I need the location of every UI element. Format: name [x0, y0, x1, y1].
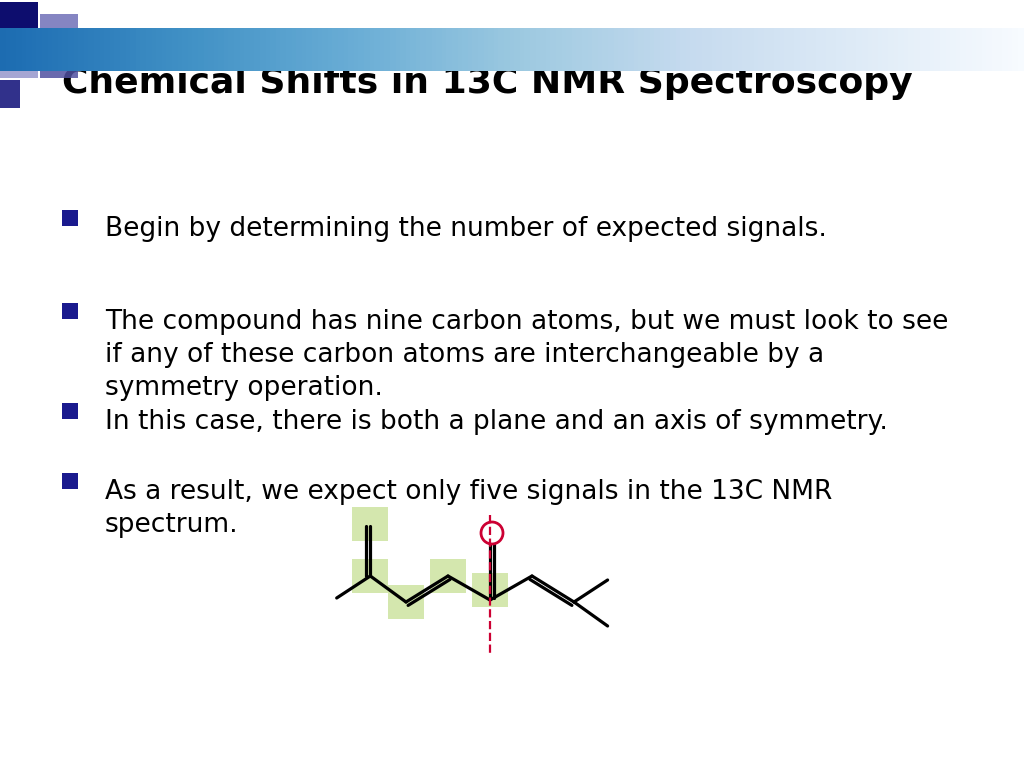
FancyBboxPatch shape — [430, 559, 466, 593]
FancyBboxPatch shape — [352, 559, 388, 593]
Bar — [0, 80, 20, 108]
Bar — [62, 473, 78, 489]
Text: The compound has nine carbon atoms, but we must look to see
if any of these carb: The compound has nine carbon atoms, but … — [105, 309, 948, 401]
Bar — [62, 303, 78, 319]
Bar — [40, 42, 78, 78]
Text: Begin by determining the number of expected signals.: Begin by determining the number of expec… — [105, 216, 826, 242]
Bar — [0, 2, 38, 40]
Bar — [0, 42, 38, 78]
Text: As a result, we expect only five signals in the 13C NMR
spectrum.: As a result, we expect only five signals… — [105, 479, 833, 538]
Bar — [40, 14, 78, 52]
Text: Chemical Shifts in 13C NMR Spectroscopy: Chemical Shifts in 13C NMR Spectroscopy — [62, 66, 912, 100]
FancyBboxPatch shape — [352, 507, 388, 541]
FancyBboxPatch shape — [388, 585, 424, 619]
Text: In this case, there is both a plane and an axis of symmetry.: In this case, there is both a plane and … — [105, 409, 888, 435]
FancyBboxPatch shape — [472, 573, 508, 607]
Bar — [62, 210, 78, 226]
Bar — [62, 403, 78, 419]
